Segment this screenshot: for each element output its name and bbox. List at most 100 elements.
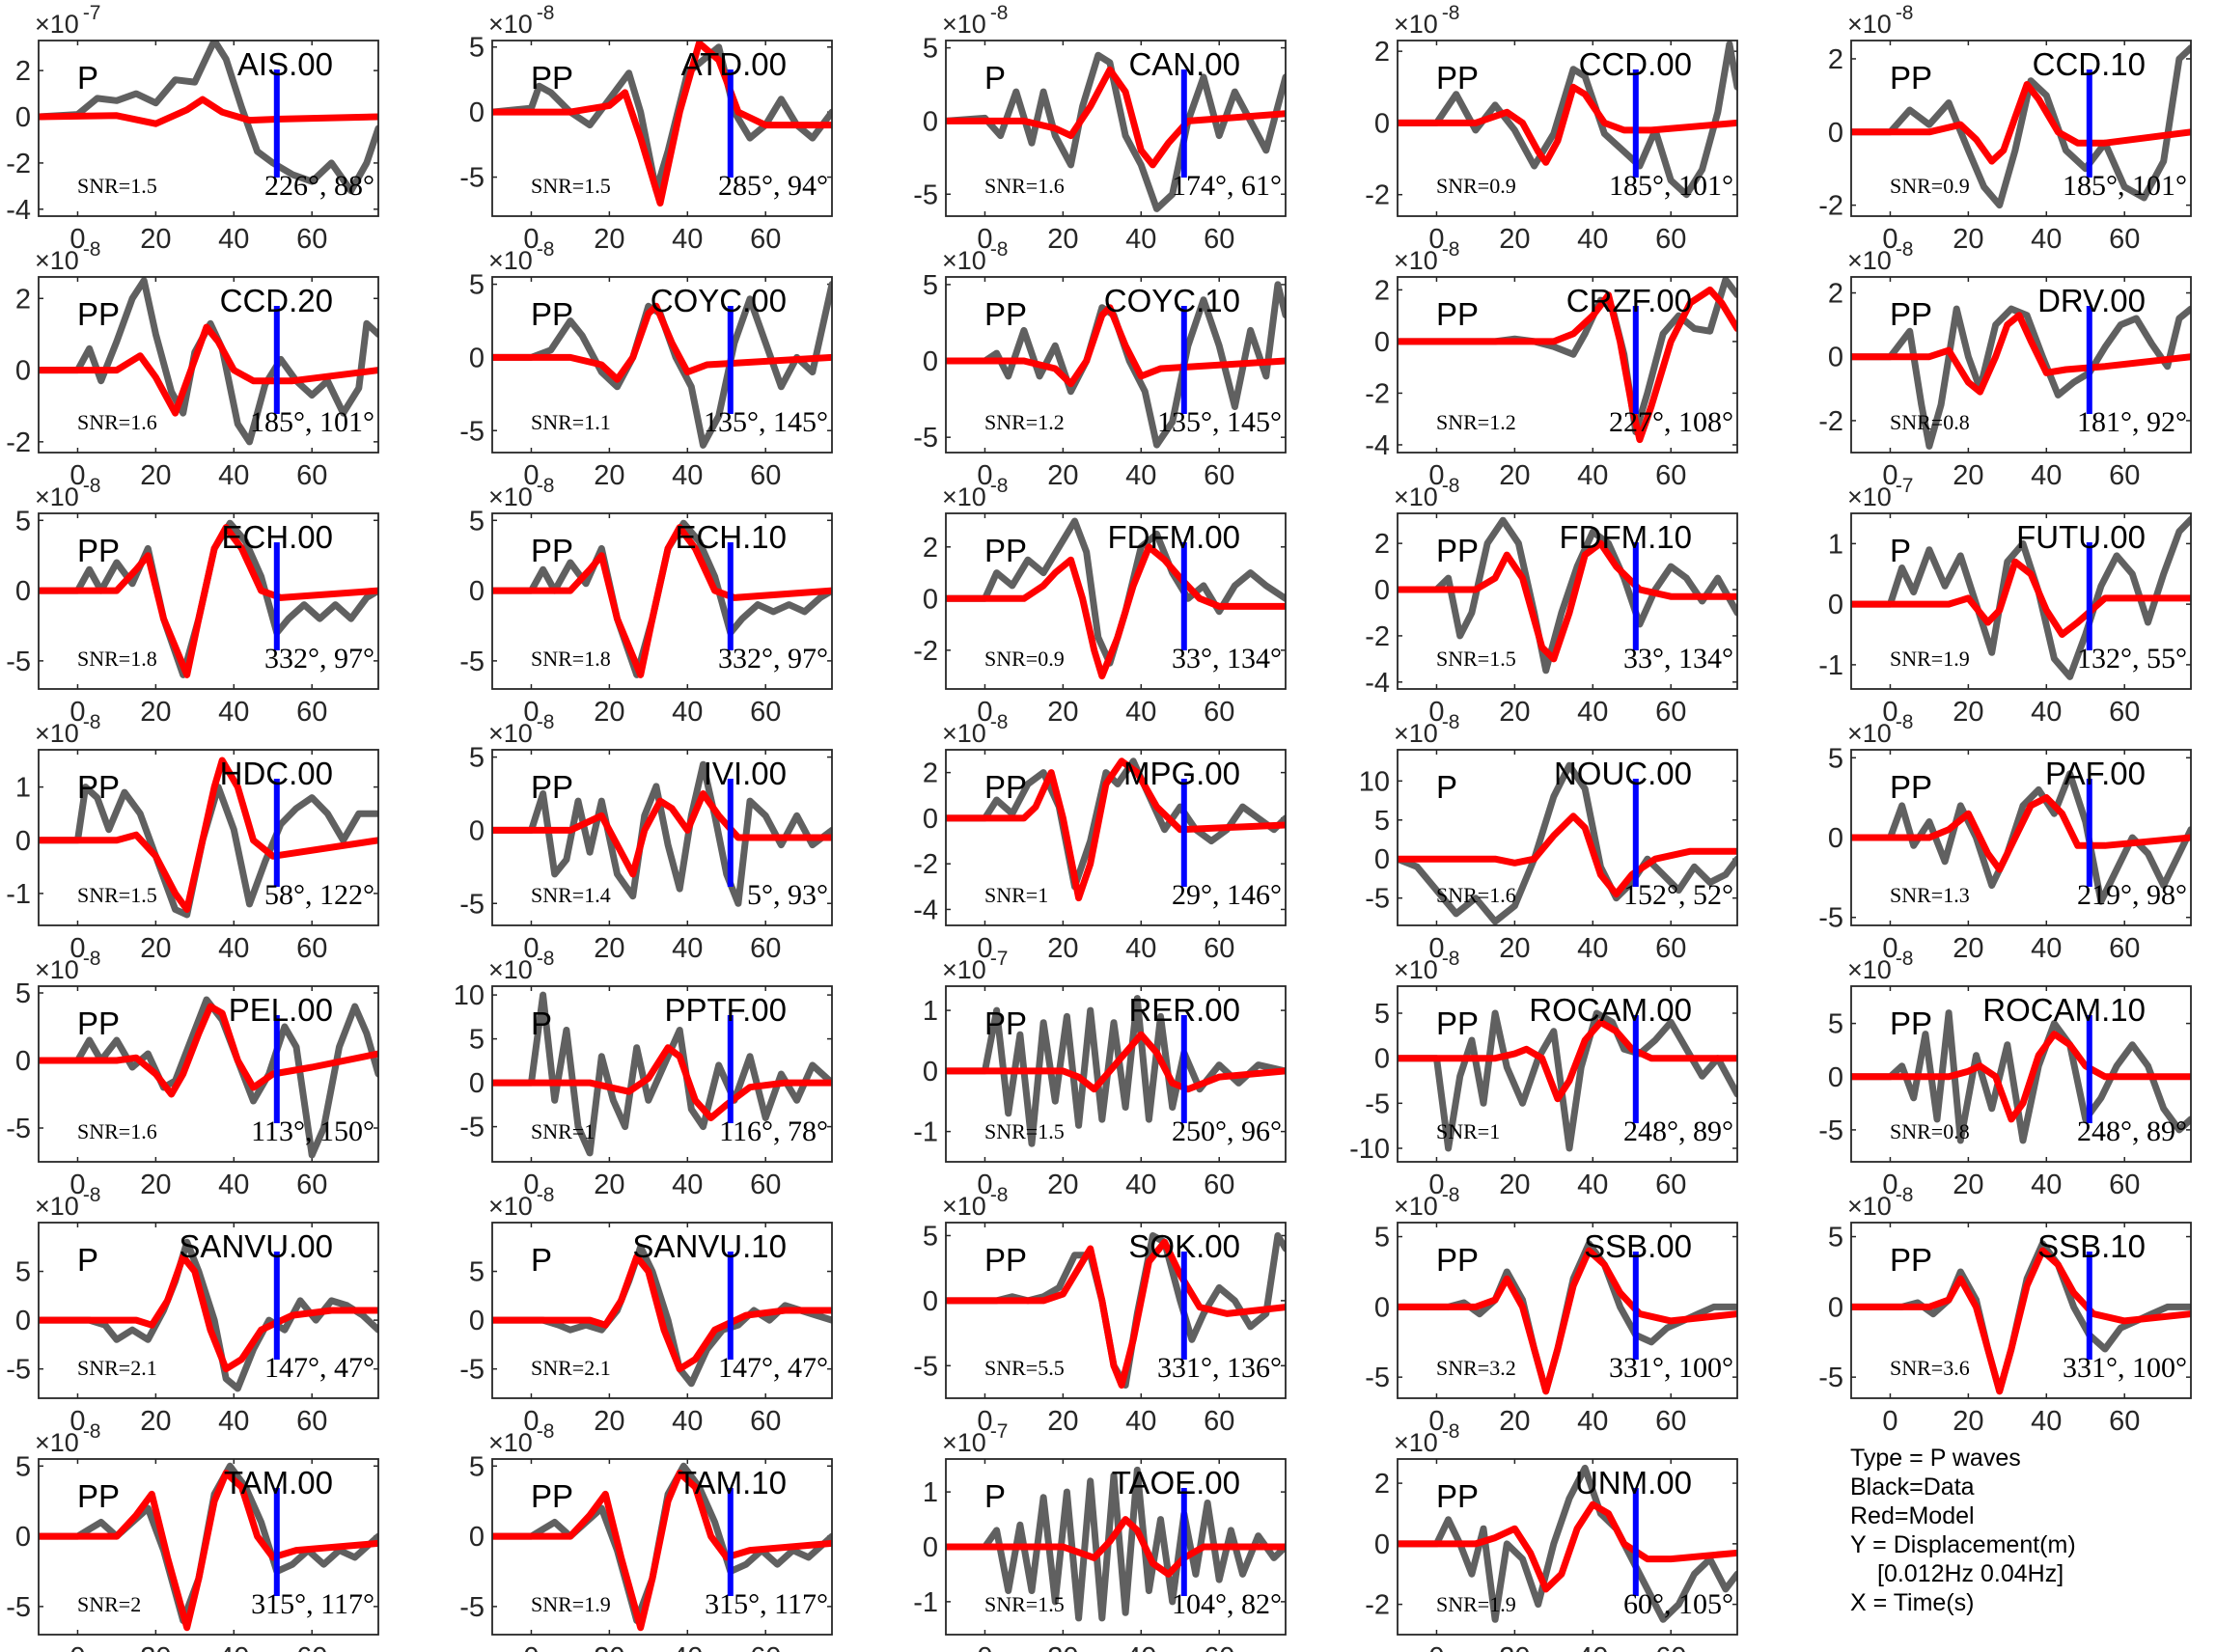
phase-label: PP	[1436, 533, 1479, 568]
azimuth-label: 332°, 97°	[718, 643, 828, 675]
y-exponent-label: ×10 -8	[942, 1184, 1009, 1221]
x-tick-label: 40	[218, 224, 249, 255]
x-tick-label: 20	[1047, 1642, 1078, 1652]
model-trace	[39, 1003, 378, 1098]
x-tick-label: 40	[2031, 224, 2062, 255]
azimuth-label: 248°, 89°	[1623, 1115, 1733, 1147]
y-tick-label: 0	[469, 815, 485, 846]
y-tick-label: -2	[913, 636, 938, 667]
y-tick-label: 0	[15, 1522, 31, 1553]
x-tick-label: 60	[296, 1406, 327, 1437]
azimuth-label: 58°, 122°	[264, 879, 374, 911]
x-tick-label: 0	[69, 1642, 85, 1652]
data-trace	[946, 51, 1286, 212]
y-tick-label: 5	[1374, 999, 1390, 1030]
x-tick-label: 0	[1428, 224, 1444, 255]
x-tick-label: 40	[218, 1642, 249, 1652]
station-label: TAM.10	[678, 1465, 787, 1501]
x-tick-label: 20	[1047, 224, 1078, 255]
phase-label: P	[1436, 769, 1457, 805]
trace-group	[1398, 41, 1737, 199]
panel-coyc-10: 0 20 40 60 -5 0 5×10 -8 PP COYC.10 SNR=1.2 135°, 14…	[913, 238, 1287, 491]
x-tick-label: 60	[1204, 933, 1234, 964]
panel-ais-00: 0 20 40 60 -4 -2 0 2×10 -7 P AIS.00 SNR=1.5 226°, 88…	[6, 2, 379, 255]
y-tick-label: 2	[1374, 529, 1390, 560]
model-trace	[946, 304, 1286, 388]
azimuth-label: 227°, 108°	[1609, 406, 1733, 438]
y-tick-label: -2	[1365, 1590, 1390, 1621]
x-tick-label: 60	[1204, 697, 1234, 728]
x-tick-label: 60	[1655, 224, 1686, 255]
azimuth-label: 174°, 61°	[1172, 170, 1282, 202]
legend-y: Y = Displacement(m)	[1850, 1531, 2076, 1558]
snr-label: SNR=1.5	[77, 883, 157, 907]
axes-box	[1850, 1222, 2192, 1399]
y-tick-label: -2	[913, 849, 938, 880]
snr-label: SNR=1.2	[1436, 410, 1516, 434]
x-tick-label: 60	[2109, 697, 2140, 728]
phase-label: PP	[984, 1005, 1027, 1041]
y-tick-label: 0	[1828, 118, 1843, 149]
trace-group	[39, 1462, 378, 1632]
x-tick-label: 60	[296, 1170, 327, 1200]
x-tick-label: 60	[1655, 933, 1686, 964]
x-tick-label: 0	[977, 1406, 992, 1437]
panel-coyc-00: 0 20 40 60 -5 0 5×10 -8 PP COYC.00 SNR=1.1 135°, 14…	[459, 238, 833, 491]
y-exponent-label: ×10 -8	[488, 475, 555, 511]
x-tick-label: 20	[1047, 1406, 1078, 1437]
trace-group	[1851, 770, 2191, 905]
axes-box	[1397, 749, 1738, 926]
y-exponent-label: ×10 -8	[35, 475, 101, 511]
y-tick-label: -4	[1365, 668, 1390, 699]
data-trace	[492, 991, 832, 1157]
y-exponent-label: ×10 -8	[35, 948, 101, 984]
y-exponent-label: ×10 -8	[488, 711, 555, 748]
trace-group	[39, 41, 378, 195]
azimuth-label: 113°, 150°	[251, 1115, 374, 1147]
station-label: IVI.00	[704, 756, 787, 791]
panel-can-00: 0 20 40 60 -5 0 5×10 -8 P CAN.00 SNR=1.6 174°, 61°	[913, 2, 1287, 255]
azimuth-label: 331°, 100°	[1609, 1352, 1733, 1384]
y-tick-label: 2	[1374, 37, 1390, 68]
model-trace	[39, 757, 378, 913]
y-exponent-label: ×10 -8	[1394, 475, 1460, 511]
x-tick-label: 20	[594, 1170, 624, 1200]
snr-label: SNR=1.6	[1436, 883, 1516, 907]
y-exponent-label: ×10 -8	[1847, 2, 1914, 39]
y-tick-label: 2	[923, 533, 938, 564]
y-tick-label: -5	[459, 1592, 485, 1623]
y-tick-label: -5	[1365, 1363, 1390, 1393]
station-label: SANVU.00	[179, 1228, 333, 1264]
axes-box	[491, 276, 833, 454]
x-tick-label: 20	[594, 1406, 624, 1437]
axes-box	[945, 1222, 1287, 1399]
panel-ech-00: 0 20 40 60 -5 0 5×10 -8 PP ECH.00 SNR=1.8 332°, 97°	[6, 475, 379, 728]
model-trace	[1398, 1018, 1737, 1103]
axes-box	[1850, 512, 2192, 690]
y-tick-label: -4	[6, 195, 31, 226]
y-tick-label: -4	[1365, 430, 1390, 461]
y-tick-label: 0	[15, 356, 31, 387]
y-exponent-label: ×10 -8	[942, 475, 1009, 511]
station-label: FDFM.10	[1559, 519, 1692, 555]
x-tick-label: 20	[594, 224, 624, 255]
trace-group	[1851, 44, 2191, 209]
data-trace	[946, 757, 1286, 891]
y-exponent-label: ×10 -8	[942, 2, 1009, 39]
y-tick-label: -5	[1365, 1088, 1390, 1119]
snr-label: SNR=2.1	[531, 1356, 611, 1380]
trace-group	[1851, 305, 2191, 450]
phase-label: PP	[1436, 1478, 1479, 1514]
station-label: CRZF.00	[1566, 283, 1692, 318]
trace-group	[39, 519, 378, 678]
trace-group	[492, 1243, 832, 1388]
station-label: ATD.00	[681, 46, 787, 82]
y-tick-label: 5	[15, 1257, 31, 1288]
y-tick-label: 5	[923, 270, 938, 301]
y-exponent-label: ×10 -8	[942, 238, 1009, 275]
snr-label: SNR=1	[1436, 1119, 1500, 1143]
model-trace	[1851, 81, 2191, 165]
panel-pel-00: 0 20 40 60 -5 0 5×10 -8 PP PEL.00 SNR=1.6 113°, 150…	[6, 948, 379, 1200]
y-tick-label: -5	[1818, 903, 1843, 934]
phase-label: PP	[1890, 1005, 1932, 1041]
